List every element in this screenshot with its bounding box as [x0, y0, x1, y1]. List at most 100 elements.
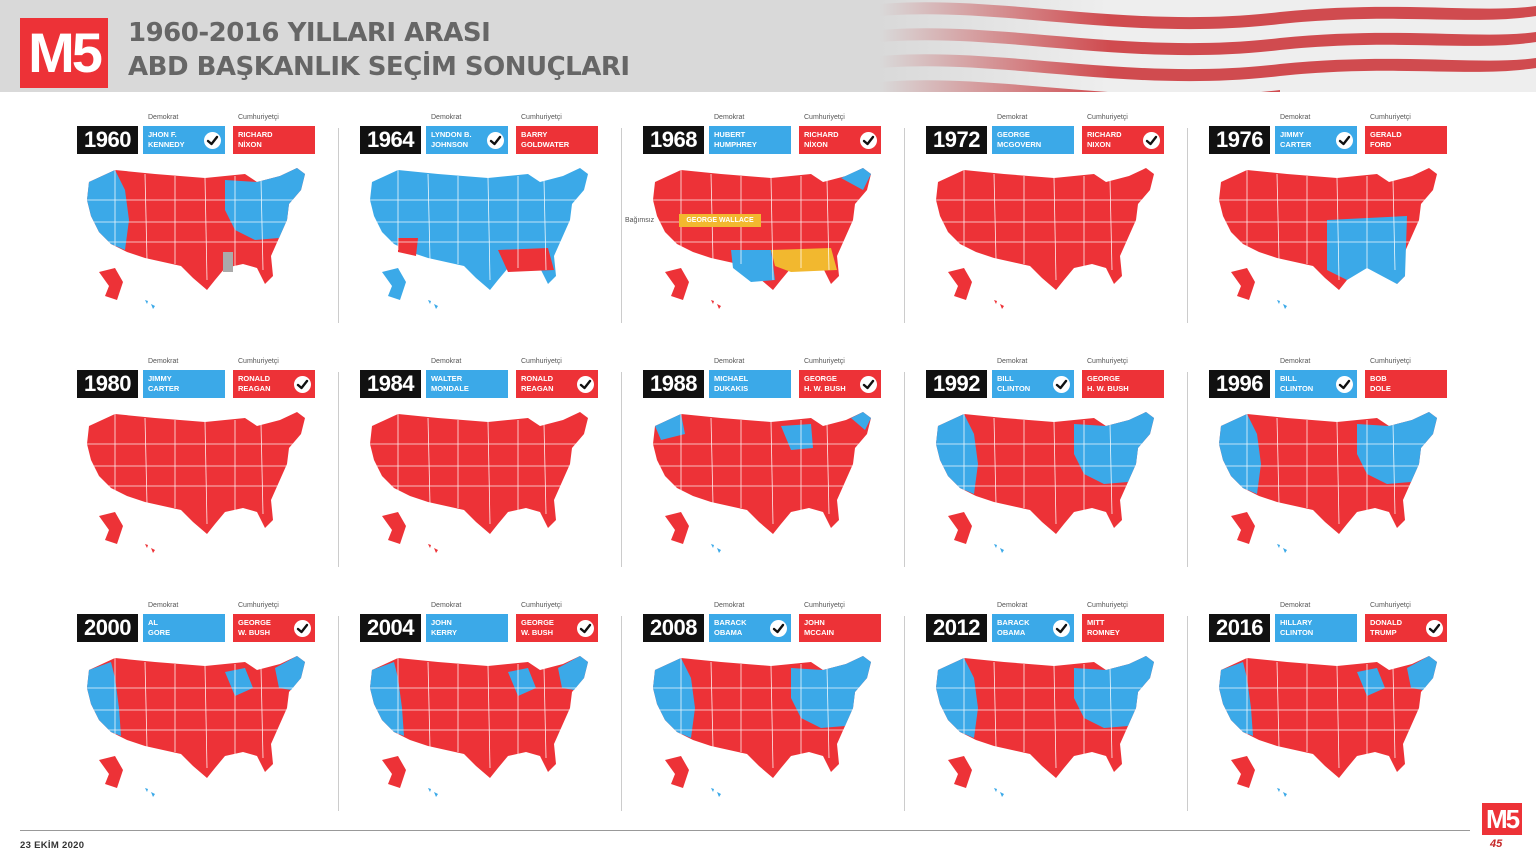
democrat-label: Demokrat: [148, 358, 179, 365]
republican-label: Cumhuriyetçi: [521, 358, 562, 365]
republican-candidate: GEORGE W. BUSH: [516, 614, 598, 642]
winner-check-icon: [860, 132, 877, 149]
republican-name-line-1: RICHARD: [804, 130, 839, 139]
republican-name-line-2: REAGAN: [521, 384, 554, 393]
column-divider: [1187, 128, 1188, 323]
democrat-name-line-1: GEORGE: [997, 130, 1030, 139]
column-divider: [621, 372, 622, 567]
democrat-name-line-2: CLINTON: [1280, 628, 1314, 637]
republican-name-line-1: RICHARD: [238, 130, 273, 139]
republican-name-line-2: W. BUSH: [521, 628, 554, 637]
democrat-label: Demokrat: [1280, 114, 1311, 121]
election-year: 1996: [1209, 370, 1270, 398]
column-divider: [904, 372, 905, 567]
election-card: Demokrat Cumhuriyetçi 1992 BILL CLINTON GEORG…: [904, 344, 1187, 584]
election-year: 1968: [643, 126, 704, 154]
column-divider: [621, 128, 622, 323]
democrat-name-line-2: CARTER: [148, 384, 180, 393]
winner-check-icon: [577, 376, 594, 393]
winner-check-icon: [1336, 132, 1353, 149]
republican-name-line-1: GEORGE: [1087, 374, 1120, 383]
republican-candidate: DONALD TRUMP: [1365, 614, 1447, 642]
winner-check-icon: [577, 620, 594, 637]
democrat-name-line-1: JHON F.: [148, 130, 177, 139]
democrat-label: Demokrat: [431, 114, 462, 121]
republican-label: Cumhuriyetçi: [521, 602, 562, 609]
election-card: Demokrat Cumhuriyetçi 1984 WALTER MONDALE RON…: [338, 344, 621, 584]
republican-candidate: BARRY GOLDWATER: [516, 126, 598, 154]
column-divider: [1187, 372, 1188, 567]
republican-candidate: GEORGE W. BUSH: [233, 614, 315, 642]
republican-name-line-2: GOLDWATER: [521, 140, 570, 149]
winner-check-icon: [860, 376, 877, 393]
election-map: [924, 404, 1174, 559]
republican-name-line-1: GEORGE: [521, 618, 554, 627]
election-card: Demokrat Cumhuriyetçi 1972 GEORGE MCGOVERN RI…: [904, 100, 1187, 340]
election-year: 1980: [77, 370, 138, 398]
footer-date: 23 EKİM 2020: [20, 840, 85, 851]
republican-candidate: GEORGE H. W. BUSH: [799, 370, 881, 398]
republican-candidate: BOB DOLE: [1365, 370, 1447, 398]
democrat-name-line-1: BILL: [997, 374, 1014, 383]
democrat-name-line-1: HILLARY: [1280, 618, 1313, 627]
democrat-label: Demokrat: [431, 358, 462, 365]
election-map: [641, 160, 891, 315]
election-map: [75, 160, 325, 315]
election-map: [1207, 404, 1457, 559]
election-year: 1960: [77, 126, 138, 154]
republican-label: Cumhuriyetçi: [1370, 358, 1411, 365]
republican-name-line-2: NIXON: [1087, 140, 1111, 149]
democrat-name-line-1: LYNDON B.: [431, 130, 472, 139]
election-card: Demokrat Cumhuriyetçi 1960 JHON F. KENNEDY RI…: [55, 100, 338, 340]
democrat-name-line-1: MICHAEL: [714, 374, 749, 383]
republican-label: Cumhuriyetçi: [804, 358, 845, 365]
page-title-line-1: 1960-2016 YILLARI ARASI: [128, 18, 491, 48]
democrat-candidate: HUBERT HUMPHREY: [709, 126, 791, 154]
democrat-candidate: BARACK OBAMA: [992, 614, 1074, 642]
republican-candidate: RICHARD NİXON: [233, 126, 315, 154]
democrat-candidate: GEORGE MCGOVERN: [992, 126, 1074, 154]
m5-logo: M5: [20, 18, 108, 88]
democrat-candidate: BILL CLINTON: [1275, 370, 1357, 398]
democrat-name-line-1: BARACK: [997, 618, 1030, 627]
democrat-label: Demokrat: [1280, 358, 1311, 365]
democrat-name-line-1: JIMMY: [1280, 130, 1304, 139]
republican-label: Cumhuriyetçi: [521, 114, 562, 121]
election-map: [924, 160, 1174, 315]
independent-candidate-tag: GEORGE WALLACE: [679, 214, 761, 227]
election-year: 1964: [360, 126, 421, 154]
winner-check-icon: [1143, 132, 1160, 149]
republican-candidate: GEORGE H. W. BUSH: [1082, 370, 1164, 398]
republican-label: Cumhuriyetçi: [238, 358, 279, 365]
winner-check-icon: [204, 132, 221, 149]
democrat-name-line-2: OBAMA: [997, 628, 1026, 637]
democrat-candidate: BARACK OBAMA: [709, 614, 791, 642]
winner-check-icon: [294, 620, 311, 637]
election-map: [75, 404, 325, 559]
republican-label: Cumhuriyetçi: [1370, 602, 1411, 609]
column-divider: [338, 372, 339, 567]
republican-name-line-2: TRUMP: [1370, 628, 1397, 637]
republican-name-line-2: FORD: [1370, 140, 1392, 149]
democrat-candidate: WALTER MONDALE: [426, 370, 508, 398]
republican-name-line-1: BOB: [1370, 374, 1387, 383]
republican-name-line-1: RICHARD: [1087, 130, 1122, 139]
header: M5 1960-2016 YILLARI ARASI ABD BAŞKANLIK…: [0, 0, 1536, 92]
election-card: Demokrat Cumhuriyetçi 2016 HILLARY CLINTON DO…: [1187, 588, 1470, 828]
election-card: Demokrat Cumhuriyetçi 1976 JIMMY CARTER GERAL…: [1187, 100, 1470, 340]
republican-candidate: RICHARD NİXON: [799, 126, 881, 154]
democrat-candidate: JIMMY CARTER: [1275, 126, 1357, 154]
election-year: 2012: [926, 614, 987, 642]
democrat-name-line-1: AL: [148, 618, 158, 627]
election-year: 1972: [926, 126, 987, 154]
democrat-label: Demokrat: [714, 358, 745, 365]
democrat-name-line-2: KERRY: [431, 628, 457, 637]
republican-name-line-1: JOHN: [804, 618, 825, 627]
democrat-label: Demokrat: [997, 358, 1028, 365]
democrat-name-line-1: WALTER: [431, 374, 463, 383]
republican-label: Cumhuriyetçi: [1087, 358, 1128, 365]
election-year: 1984: [360, 370, 421, 398]
democrat-name-line-2: JOHNSON: [431, 140, 469, 149]
election-year: 1992: [926, 370, 987, 398]
election-map: [358, 160, 608, 315]
